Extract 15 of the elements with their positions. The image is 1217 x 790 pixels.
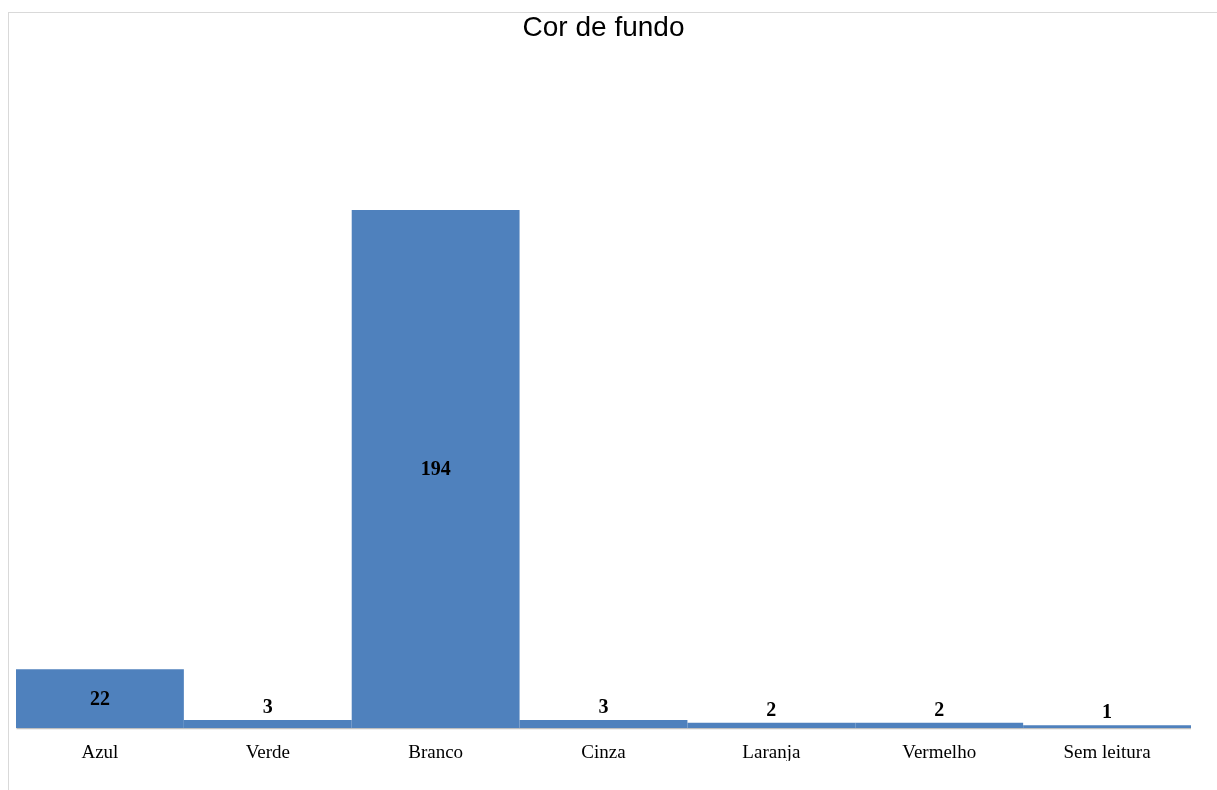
x-tick-label: Laranja [742, 740, 801, 762]
data-label: 22 [89, 686, 110, 709]
data-label: 194 [420, 457, 451, 480]
x-tick-label: Vermelho [902, 740, 977, 762]
data-label: 3 [262, 694, 273, 717]
data-label: 2 [766, 697, 777, 720]
x-tick-label: Verde [245, 740, 290, 762]
x-tick-label: Sem leitura [1063, 740, 1152, 762]
chart-title: Cor de fundo [522, 11, 685, 42]
data-label: 1 [1102, 700, 1113, 723]
x-tick-label: Cinza [581, 740, 627, 762]
x-tick-label: Branco [408, 740, 464, 762]
data-label: 3 [598, 694, 609, 717]
x-tick-label: Azul [81, 740, 119, 762]
data-label: 2 [934, 697, 945, 720]
